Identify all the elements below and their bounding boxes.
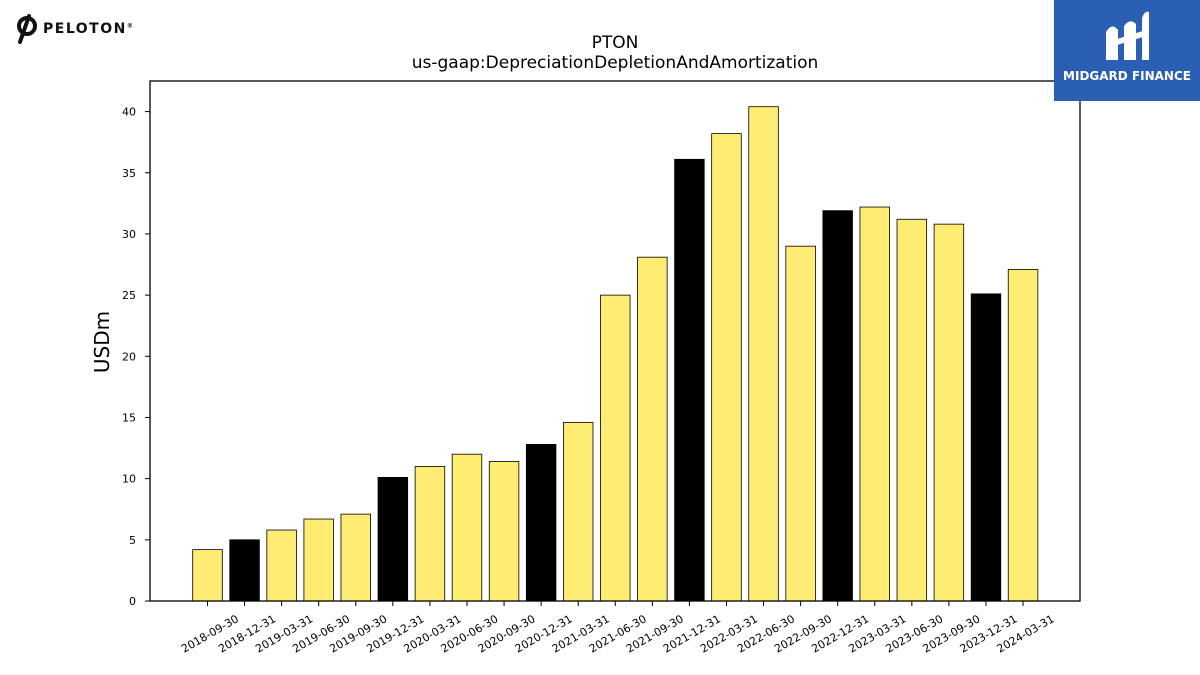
bar-2020-03-31 [414,466,446,602]
bars-group [192,106,1039,602]
y-tick-label: 10 [122,473,136,486]
bar-2023-09-30 [933,223,965,602]
bar-2020-06-30 [451,453,483,602]
y-tick-label: 25 [122,289,136,302]
bar-2021-06-30 [600,294,631,602]
x-axis: 2018-09-302018-12-312019-03-312019-06-30… [179,601,1057,656]
y-tick-label: 35 [122,167,136,180]
bar-2023-12-31 [970,293,1002,602]
y-tick-label: 15 [122,411,136,424]
bar-2023-06-30 [896,218,928,602]
peloton-logo: PELOTON® [14,14,134,44]
y-axis-label: USDm [90,311,114,373]
bar-2022-06-30 [748,106,779,602]
bar-2022-09-30 [785,245,816,602]
plot-frame [149,80,1081,602]
peloton-p-icon [17,14,37,44]
bar-2022-12-31 [822,210,853,602]
chart-subtitle: us-gaap:DepreciationDepletionAndAmortiza… [412,53,819,73]
bar-2019-12-31 [377,477,409,602]
y-tick-label: 40 [122,106,136,119]
bar-2020-09-30 [488,461,520,602]
y-tick-label: 20 [122,350,136,363]
bar-2018-09-30 [192,549,223,602]
bar-2021-03-31 [563,421,594,602]
y-tick-label: 5 [129,534,136,547]
peloton-wordmark: PELOTON® [43,21,135,37]
midgard-wordmark: MIDGARD FINANCE [1063,69,1191,83]
bar-2021-12-31 [674,158,705,602]
bar-2021-09-30 [637,256,668,602]
bar-2019-03-31 [266,529,297,602]
chart-title: PTON [592,33,639,53]
bar-2023-03-31 [859,206,890,602]
bar-2024-03-31 [1007,269,1039,602]
bar-2018-12-31 [229,539,260,602]
midgard-mark-icon [1106,11,1149,61]
y-axis: 0 5 10 15 20 25 30 35 40 [122,106,150,608]
midgard-finance-logo: MIDGARD FINANCE [1054,0,1200,101]
bar-2022-03-31 [711,133,742,602]
bar-2020-12-31 [525,443,557,602]
y-tick-label: 0 [129,595,136,608]
bar-2019-09-30 [340,513,371,602]
y-tick-label: 30 [122,228,136,241]
bar-2019-06-30 [303,518,334,602]
